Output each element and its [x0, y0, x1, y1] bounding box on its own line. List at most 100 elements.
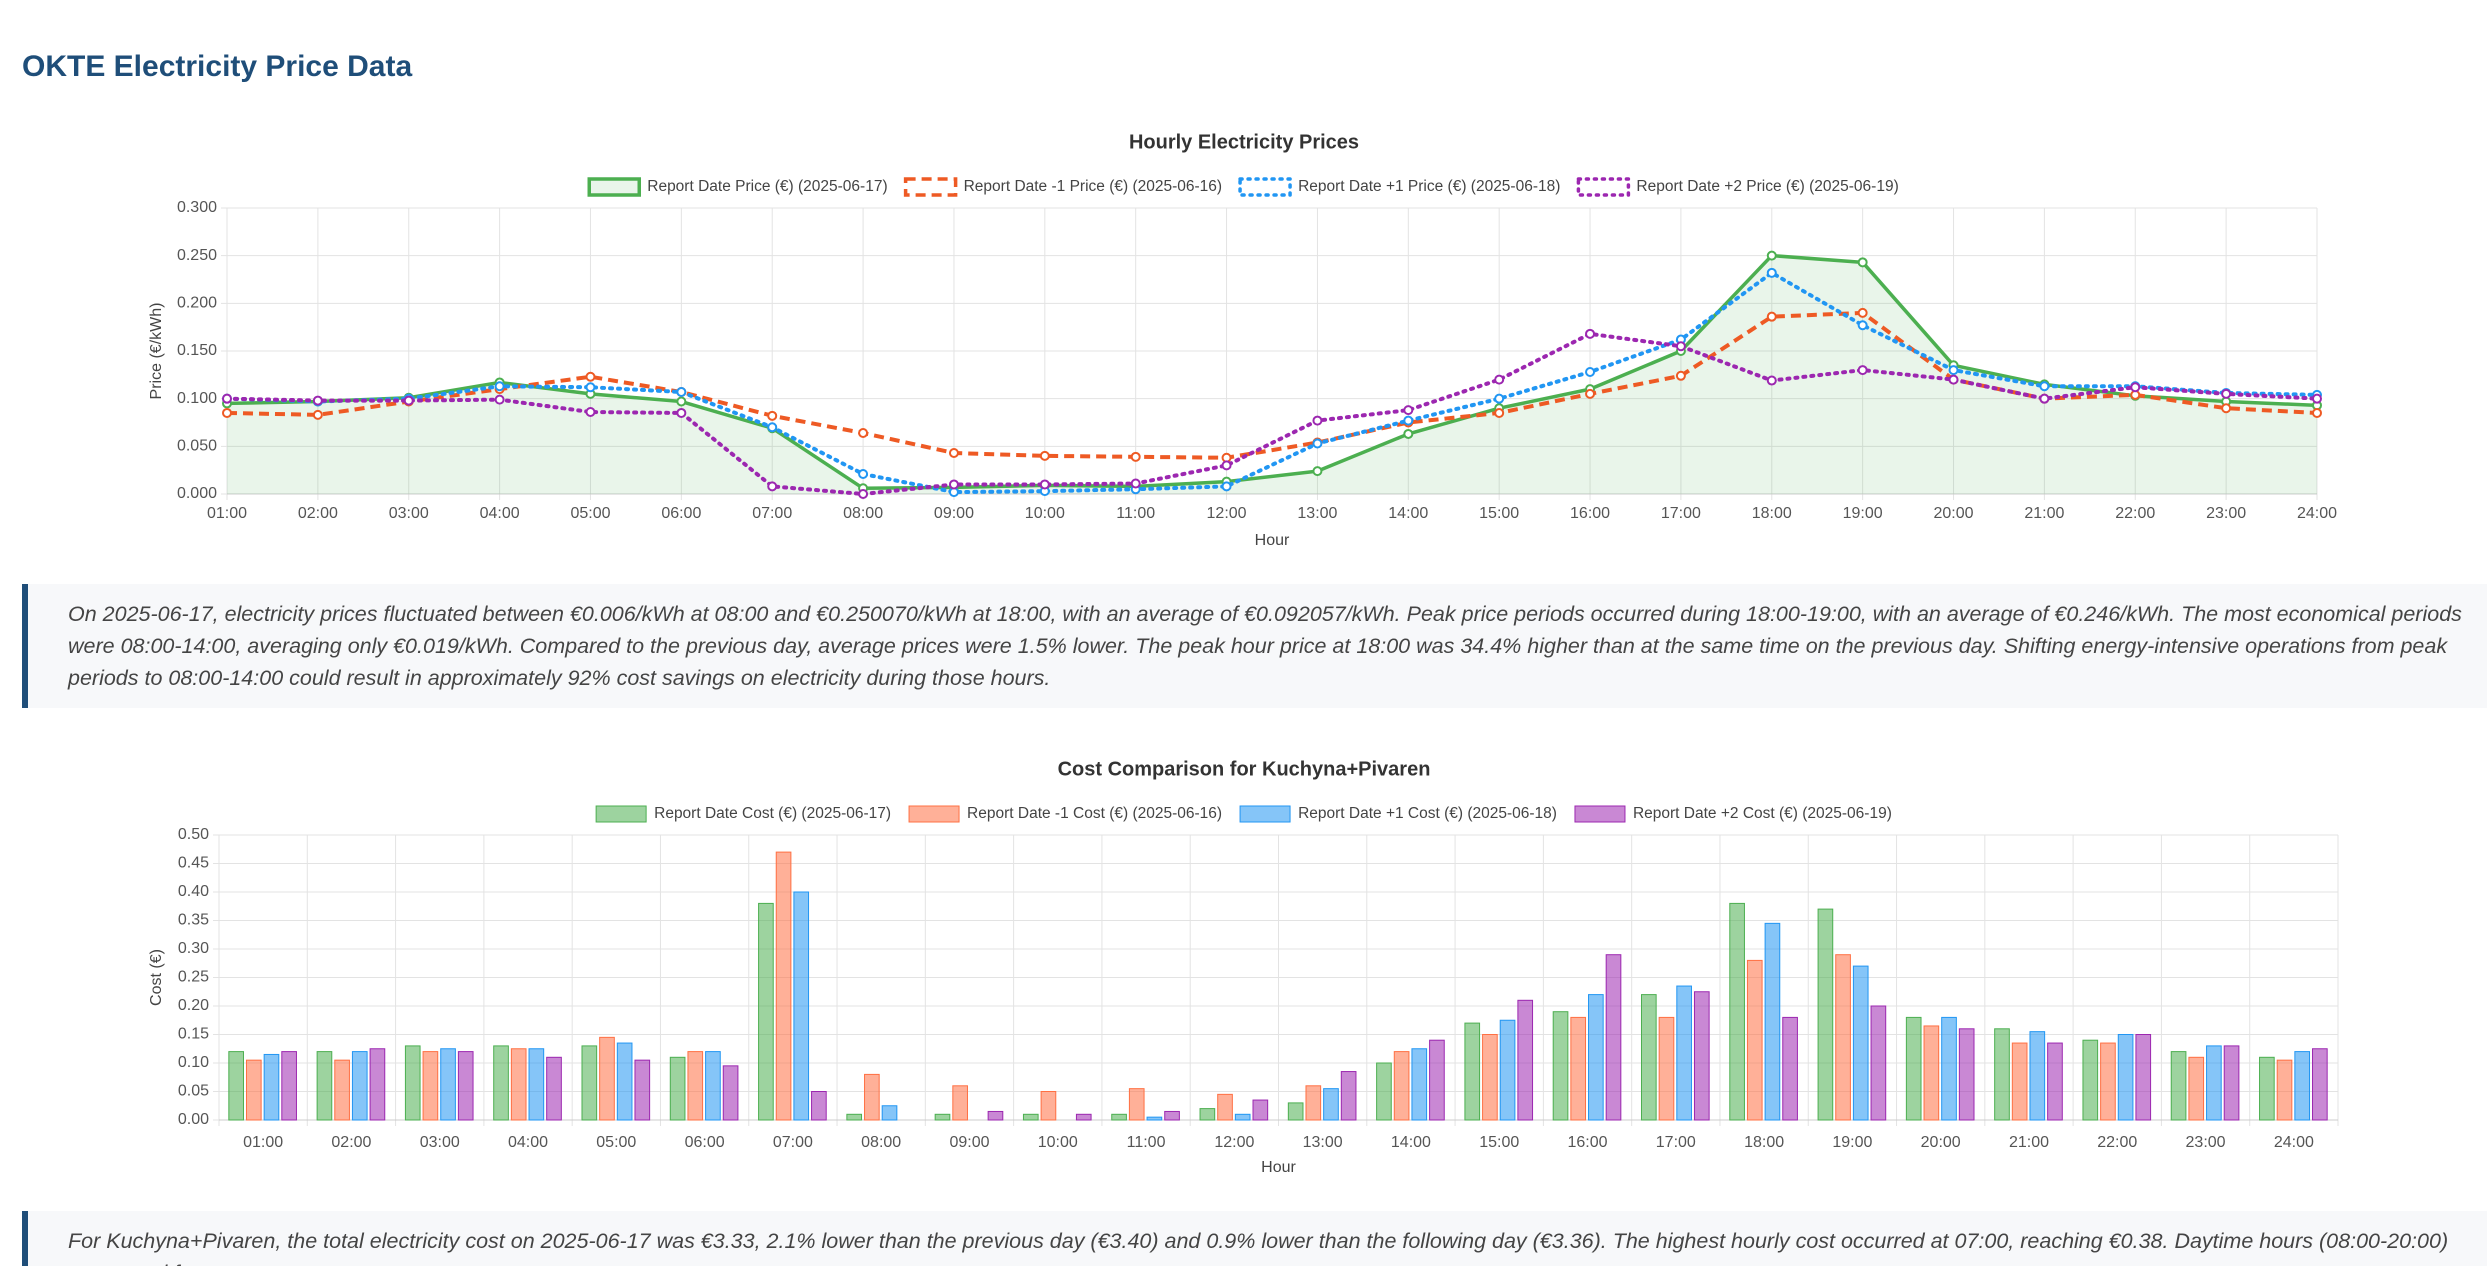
point [1039, 450, 1050, 461]
x-tick-label: 22:00 [2115, 505, 2155, 522]
bar [2188, 1056, 2205, 1121]
x-tick-label: 20:00 [1921, 1134, 1961, 1151]
x-tick-label: 21:00 [2024, 505, 2064, 522]
point [1585, 328, 1596, 339]
x-axis-label: Hour [1261, 1159, 1296, 1176]
legend-swatch [1576, 177, 1631, 197]
bar [1393, 1051, 1410, 1121]
point [1857, 320, 1868, 331]
point [1585, 388, 1596, 399]
point [1494, 407, 1505, 418]
bar [281, 1051, 297, 1121]
bar [1146, 1116, 1163, 1121]
bar [2294, 1051, 2311, 1121]
legend-label: Report Date Price (€) (2025-06-17) [647, 178, 887, 195]
bar [1323, 1088, 1339, 1121]
legend-label: Report Date -1 Price (€) (2025-06-16) [964, 178, 1222, 195]
point [1766, 267, 1777, 278]
bar [934, 1113, 951, 1121]
y-tick-label: 0.10 [178, 1054, 209, 1071]
point [858, 468, 869, 479]
bar [510, 1048, 527, 1121]
point [1857, 365, 1868, 376]
y-tick-label: 0.25 [178, 969, 209, 986]
line [226, 253, 2318, 491]
bar [705, 1051, 721, 1121]
point [1675, 370, 1686, 381]
legend-label: Report Date Cost (€) (2025-06-17) [654, 805, 891, 822]
bar [1287, 1102, 1304, 1121]
point [312, 409, 323, 420]
y-tick-label: 0.15 [178, 1026, 209, 1043]
bar [1128, 1088, 1145, 1121]
point [1130, 478, 1141, 489]
point [222, 407, 232, 418]
x-tick-label: 12:00 [1214, 1134, 1254, 1151]
y-tick-label: 0.200 [177, 295, 217, 312]
point [1403, 428, 1414, 439]
y-tick-label: 0.150 [177, 342, 217, 359]
bar [1605, 954, 1622, 1121]
point [2039, 393, 2050, 404]
bar [1729, 902, 1745, 1121]
bar [457, 1051, 474, 1121]
x-tick-label: 15:00 [1479, 505, 1519, 522]
bar [581, 1045, 598, 1121]
x-tick-label: 08:00 [843, 505, 883, 522]
x-tick-label: 04:00 [480, 505, 520, 522]
x-tick-label: 19:00 [1832, 1134, 1872, 1151]
x-tick-label: 16:00 [1570, 505, 1610, 522]
bar [334, 1059, 350, 1121]
x-tick-label: 10:00 [1025, 505, 1065, 522]
legend-item: Report Date +1 Cost (€) (2025-06-18) [1239, 805, 1557, 823]
x-tick-label: 12:00 [1207, 505, 1247, 522]
x-tick-label: 13:00 [1303, 1134, 1343, 1151]
x-tick-label: 06:00 [661, 505, 701, 522]
point [676, 407, 687, 418]
point [767, 410, 778, 421]
point [1494, 393, 1505, 404]
bar [1835, 954, 1851, 1121]
x-tick-label: 01:00 [243, 1134, 283, 1151]
bar [422, 1051, 439, 1121]
point [403, 395, 414, 406]
bar [634, 1059, 651, 1121]
x-tick-label: 06:00 [685, 1134, 725, 1151]
bar [793, 891, 810, 1121]
bar [245, 1059, 262, 1121]
point [494, 394, 505, 405]
bar [404, 1045, 421, 1121]
bar [316, 1051, 333, 1121]
bar [616, 1042, 633, 1121]
bar [2047, 1042, 2063, 1121]
point [585, 382, 596, 393]
x-tick-label: 02:00 [331, 1134, 371, 1151]
x-tick-label: 11:00 [1127, 1134, 1166, 1151]
y-tick-label: 0.00 [178, 1111, 209, 1128]
bar [599, 1036, 615, 1121]
legend: Report Date Price (€) (2025-06-17) Report… [587, 177, 1899, 197]
y-tick-label: 0.45 [178, 855, 209, 872]
bar [1429, 1039, 1445, 1121]
point [1857, 307, 1868, 318]
y-tick-label: 0.50 [178, 826, 209, 843]
x-tick-label: 05:00 [596, 1134, 636, 1151]
legend-label: Report Date +2 Cost (€) (2025-06-19) [1633, 805, 1892, 822]
bar [669, 1056, 686, 1121]
x-tick-label: 24:00 [2274, 1134, 2314, 1151]
x-tick-label: 10:00 [1038, 1134, 1078, 1151]
bar [758, 902, 774, 1121]
point [1221, 460, 1232, 471]
bar [1746, 959, 1763, 1121]
page-title: OKTE Electricity Price Data [22, 50, 413, 83]
bar [846, 1113, 863, 1121]
bar [1164, 1110, 1180, 1121]
y-tick-label: 0.100 [177, 390, 217, 407]
x-tick-label: 17:00 [1661, 505, 1701, 522]
x-tick-label: 09:00 [934, 505, 974, 522]
x-tick-label: 24:00 [2297, 505, 2337, 522]
y-tick-label: 0.000 [177, 485, 217, 502]
y-tick-label: 0.300 [177, 199, 217, 216]
